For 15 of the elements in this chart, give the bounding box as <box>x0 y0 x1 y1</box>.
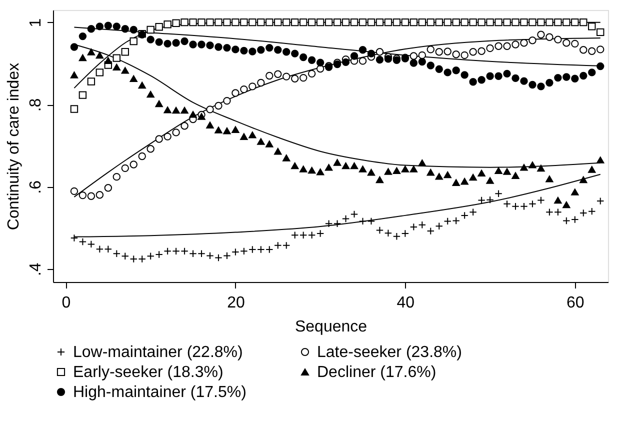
x-tick-label: 0 <box>62 294 71 312</box>
x-axis-title: Sequence <box>294 318 368 336</box>
x-tick-label: 60 <box>566 294 584 312</box>
x-tick-label: 40 <box>396 294 415 312</box>
y-tick-label: .6 <box>28 180 44 194</box>
legend-label: High-maintainer (17.5%) <box>73 384 246 401</box>
y-axis-title: Continuity of care index <box>6 62 22 230</box>
legend-label: Late-seeker (23.8%) <box>317 344 462 361</box>
legend-label: Decliner (17.6%) <box>317 364 436 381</box>
y-tick-label: .8 <box>28 98 44 112</box>
legend-label: Early-seeker (18.3%) <box>73 364 224 381</box>
x-tick-label: 20 <box>227 294 245 312</box>
y-tick-label: .4 <box>28 262 44 276</box>
y-tick-label: 1 <box>28 18 44 28</box>
legend-label: Low-maintainer (22.8%) <box>73 344 243 361</box>
